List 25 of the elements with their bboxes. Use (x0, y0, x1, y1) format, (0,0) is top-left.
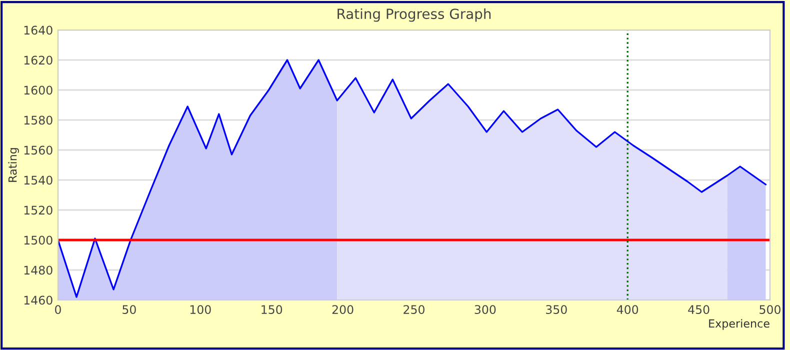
x-tick-label: 350 (546, 305, 567, 314)
x-tick-label: 200 (332, 305, 354, 314)
chart-title: Rating Progress Graph (338, 8, 491, 22)
y-tick-label: 1480 (24, 266, 52, 275)
y-tick-label: 1600 (24, 86, 52, 95)
x-tick-label: 450 (688, 305, 710, 314)
y-tick-label: 1620 (24, 56, 52, 65)
x-tick-label: 400 (616, 305, 638, 314)
y-tick-label: 1560 (24, 146, 52, 155)
x-tick-label: 0 (55, 305, 61, 314)
y-tick-label: 1520 (24, 206, 52, 215)
x-tick-label: 150 (262, 305, 282, 314)
x-tick-label: 50 (122, 305, 136, 314)
y-tick-label: 1540 (24, 176, 52, 185)
y-tick-label: 1460 (24, 296, 52, 305)
y-tick-label: 1500 (24, 236, 52, 245)
x-tick-label: 300 (474, 305, 496, 314)
line-series (58, 59, 767, 298)
y-tick-label: 1640 (24, 26, 52, 35)
y-axis-title: Rating (8, 148, 19, 182)
x-tick-label: 500 (760, 305, 780, 314)
x-tick-label: 100 (190, 305, 211, 314)
y-tick-label: 1580 (24, 116, 52, 125)
x-tick-label: 250 (404, 305, 424, 314)
x-axis-title: Experience (709, 319, 770, 330)
